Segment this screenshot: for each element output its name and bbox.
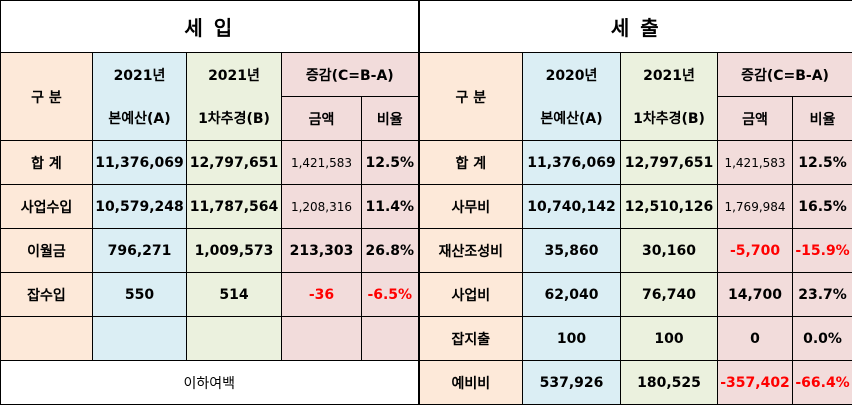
expense-row-b: 76,740 [621, 273, 718, 317]
expense-row-ratio: -15.9% [793, 229, 852, 273]
revenue-row-amount: 1,421,583 [282, 141, 362, 185]
revenue-row-b: 12,797,651 [187, 141, 282, 185]
revenue-empty-ratio [362, 317, 419, 361]
revenue-col-b-year: 2021년 [187, 53, 282, 97]
table-row: 잡수입 550 514 -36 -6.5% 사업비 62,040 76,740 … [1, 273, 852, 317]
table-row: 이월금 796,271 1,009,573 213,303 26.8% 재산조성… [1, 229, 852, 273]
expense-row-a: 100 [523, 317, 621, 361]
expense-row-a: 537,926 [523, 361, 621, 405]
revenue-empty-label [1, 317, 93, 361]
expense-row-b: 30,160 [621, 229, 718, 273]
revenue-empty-a [93, 317, 187, 361]
revenue-row-a: 10,579,248 [93, 185, 187, 229]
revenue-row-a: 550 [93, 273, 187, 317]
revenue-row-b: 11,787,564 [187, 185, 282, 229]
expense-col-b-year: 2021년 [621, 53, 718, 97]
expense-ratio-header: 비율 [793, 97, 852, 141]
revenue-row-ratio: 26.8% [362, 229, 419, 273]
expense-row-ratio: 23.7% [793, 273, 852, 317]
revenue-empty-b [187, 317, 282, 361]
revenue-empty-amount [282, 317, 362, 361]
expense-row-a: 62,040 [523, 273, 621, 317]
expense-row-ratio: 0.0% [793, 317, 852, 361]
expense-row-label: 예비비 [419, 361, 523, 405]
expense-row-label: 사무비 [419, 185, 523, 229]
table-row: 이하여백 예비비 537,926 180,525 -357,402 -66.4% [1, 361, 852, 405]
revenue-row-a: 11,376,069 [93, 141, 187, 185]
revenue-row-amount: -36 [282, 273, 362, 317]
expense-row-amount: 14,700 [718, 273, 793, 317]
expense-col-a-name: 본예산(A) [523, 97, 621, 141]
expense-row-label: 재산조성비 [419, 229, 523, 273]
revenue-title: 세 입 [1, 1, 419, 53]
expense-row-amount: 1,421,583 [718, 141, 793, 185]
expense-row-ratio: 16.5% [793, 185, 852, 229]
revenue-row-amount: 213,303 [282, 229, 362, 273]
expense-row-a: 11,376,069 [523, 141, 621, 185]
revenue-row-label: 합 계 [1, 141, 93, 185]
table-row: 합 계 11,376,069 12,797,651 1,421,583 12.5… [1, 141, 852, 185]
revenue-col-b-name: 1차추경(B) [187, 97, 282, 141]
revenue-row-amount: 1,208,316 [282, 185, 362, 229]
expense-row-label: 잡지출 [419, 317, 523, 361]
revenue-row-b: 1,009,573 [187, 229, 282, 273]
expense-change-header: 증감(C=B-A) [718, 53, 852, 97]
expense-col-b-name: 1차추경(B) [621, 97, 718, 141]
revenue-col-a-name: 본예산(A) [93, 97, 187, 141]
revenue-row-label: 잡수입 [1, 273, 93, 317]
revenue-category-header: 구 분 [1, 53, 93, 141]
revenue-row-ratio: 12.5% [362, 141, 419, 185]
expense-amount-header: 금액 [718, 97, 793, 141]
table-row: 사업수입 10,579,248 11,787,564 1,208,316 11.… [1, 185, 852, 229]
expense-row-amount: -357,402 [718, 361, 793, 405]
expense-row-label: 사업비 [419, 273, 523, 317]
expense-row-a: 10,740,142 [523, 185, 621, 229]
expense-row-label: 합 계 [419, 141, 523, 185]
expense-row-b: 12,797,651 [621, 141, 718, 185]
revenue-footer: 이하여백 [1, 361, 419, 405]
revenue-row-ratio: -6.5% [362, 273, 419, 317]
expense-col-a-year: 2020년 [523, 53, 621, 97]
expense-row-a: 35,860 [523, 229, 621, 273]
expense-row-b: 100 [621, 317, 718, 361]
revenue-row-label: 사업수입 [1, 185, 93, 229]
expense-row-amount: 1,769,984 [718, 185, 793, 229]
revenue-row-ratio: 11.4% [362, 185, 419, 229]
revenue-row-label: 이월금 [1, 229, 93, 273]
expense-row-amount: 0 [718, 317, 793, 361]
expense-row-b: 180,525 [621, 361, 718, 405]
expense-title: 세 출 [419, 1, 852, 53]
revenue-amount-header: 금액 [282, 97, 362, 141]
revenue-row-a: 796,271 [93, 229, 187, 273]
expense-category-header: 구 분 [419, 53, 523, 141]
revenue-row-b: 514 [187, 273, 282, 317]
revenue-col-a-year: 2021년 [93, 53, 187, 97]
expense-row-ratio: -66.4% [793, 361, 852, 405]
expense-row-ratio: 12.5% [793, 141, 852, 185]
expense-row-amount: -5,700 [718, 229, 793, 273]
revenue-ratio-header: 비율 [362, 97, 419, 141]
expense-row-b: 12,510,126 [621, 185, 718, 229]
table-row: 잡지출 100 100 0 0.0% [1, 317, 852, 361]
revenue-change-header: 증감(C=B-A) [282, 53, 419, 97]
